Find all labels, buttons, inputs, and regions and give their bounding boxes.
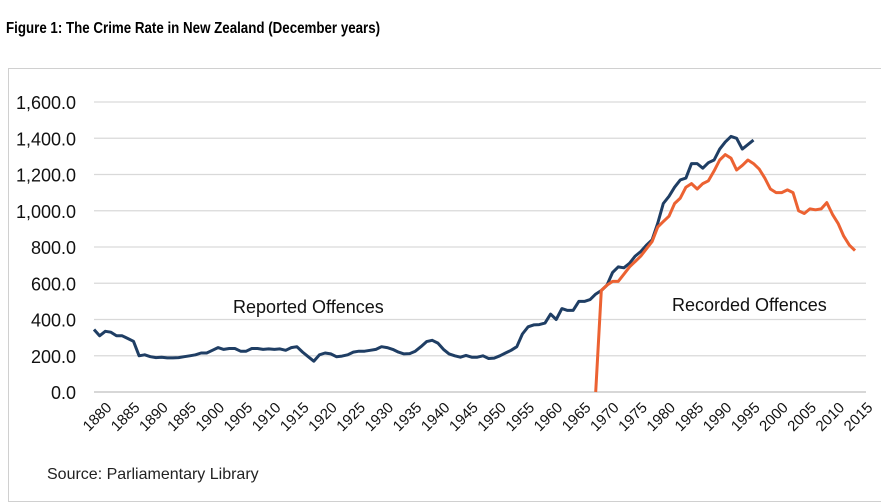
x-tick-label: 1920 <box>305 399 341 435</box>
y-tick-label: 1,600.0 <box>16 93 76 113</box>
x-tick-label: 1890 <box>136 399 172 435</box>
x-tick-label: 1925 <box>333 399 369 435</box>
y-tick-label: 1,200.0 <box>16 166 76 186</box>
x-tick-label: 1970 <box>587 399 623 435</box>
y-tick-label: 1,400.0 <box>16 129 76 149</box>
x-tick-label: 1960 <box>531 399 567 435</box>
source-note: Source: Parliamentary Library <box>47 466 259 483</box>
x-tick-label: 1915 <box>277 399 313 435</box>
y-tick-label: 800.0 <box>31 238 76 258</box>
x-tick-label: 2015 <box>841 399 877 435</box>
x-tick-label: 1930 <box>362 399 398 435</box>
x-tick-label: 2005 <box>784 399 820 435</box>
series-line-recorded <box>594 153 857 393</box>
y-tick-label: 600.0 <box>31 274 76 294</box>
x-tick-label: 2000 <box>756 399 792 435</box>
x-tick-label: 1990 <box>700 399 736 435</box>
x-tick-label: 1910 <box>249 399 285 435</box>
x-tick-label: 1980 <box>643 399 679 435</box>
series-line-reported <box>92 134 755 363</box>
x-tick-label: 1895 <box>164 399 200 435</box>
x-tick-label: 1905 <box>221 399 257 435</box>
x-tick-label: 1965 <box>559 399 595 435</box>
x-tick-label: 1885 <box>108 399 144 435</box>
annotation-reported: Reported Offences <box>233 297 384 317</box>
x-tick-label: 1985 <box>672 399 708 435</box>
x-tick-label: 1945 <box>446 399 482 435</box>
x-tick-label: 1880 <box>80 399 116 435</box>
x-tick-label: 2010 <box>813 399 849 435</box>
x-tick-label: 1900 <box>192 399 228 435</box>
chart-title: Figure 1: The Crime Rate in New Zealand … <box>6 20 381 37</box>
x-tick-label: 1975 <box>615 399 651 435</box>
y-tick-label: 400.0 <box>31 311 76 331</box>
y-tick-label: 0.0 <box>51 383 76 403</box>
x-tick-label: 1935 <box>390 399 426 435</box>
x-tick-label: 1995 <box>728 399 764 435</box>
x-tick-label: 1950 <box>474 399 510 435</box>
x-tick-label: 1940 <box>418 399 454 435</box>
x-tick-label: 1955 <box>502 399 538 435</box>
annotation-recorded: Recorded Offences <box>672 295 827 315</box>
y-tick-label: 1,000.0 <box>16 202 76 222</box>
y-tick-label: 200.0 <box>31 347 76 367</box>
